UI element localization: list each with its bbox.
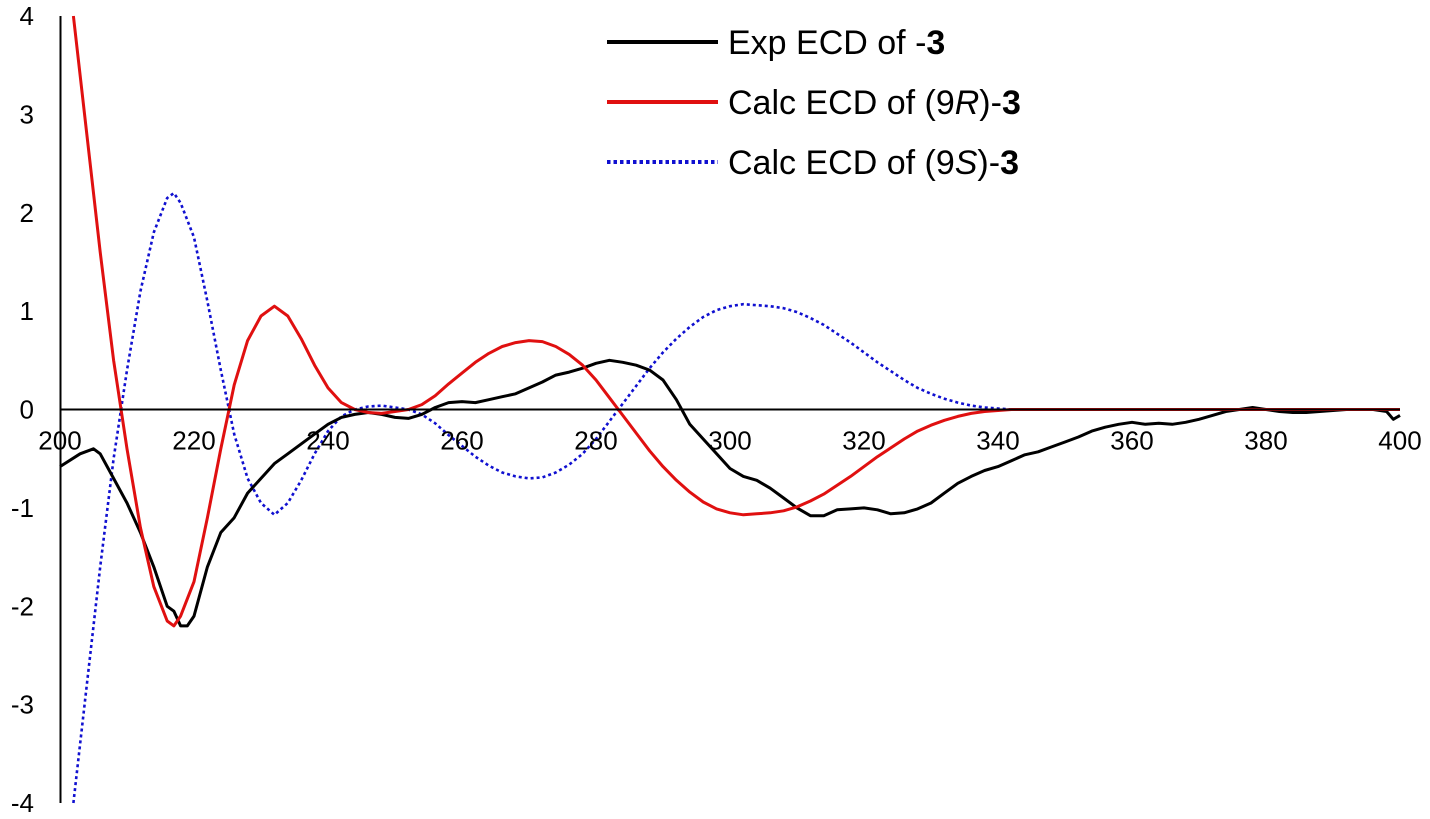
legend-label: Calc ECD of (9R)-3 [728,84,1021,122]
x-tick-label: 280 [574,426,617,456]
x-tick-label: 380 [1244,426,1287,456]
legend: Exp ECD of -3 Calc ECD of (9R)-3 Calc ECD … [607,24,1021,182]
x-tick-label: 220 [172,426,215,456]
y-tick-label: 0 [20,395,34,425]
legend-label: Calc ECD of (9S)-3 [728,144,1019,182]
series-line-2 [72,191,1400,804]
x-tick-label: 300 [708,426,751,456]
y-tick-label: 2 [20,198,34,228]
x-tick-label: 360 [1110,426,1153,456]
legend-entry: Calc ECD of (9R)-3 [607,84,1021,122]
y-tick-label: 3 [20,99,34,129]
x-tick-label: 240 [306,426,349,456]
legend-entry: Exp ECD of -3 [607,24,945,62]
ticks-layer: 200 220 240 260 280 300 320 340 360 380 400-4-3-2-… [11,1,1422,818]
y-tick-label: -3 [11,690,34,720]
y-tick-label: 1 [20,296,34,326]
y-tick-label: 4 [20,1,34,31]
y-tick-label: -1 [11,493,34,523]
legend-label: Exp ECD of -3 [728,24,945,62]
x-tick-label: 340 [976,426,1019,456]
axes-layer [59,16,1400,803]
x-tick-label: 200 [38,426,81,456]
x-tick-label: 400 [1378,426,1421,456]
x-tick-label: 320 [842,426,885,456]
y-tick-label: -4 [11,788,34,818]
legend-entry: Calc ECD of (9S)-3 [607,144,1019,182]
series-line-0 [59,358,1401,628]
x-tick-label: 260 [440,426,483,456]
y-tick-label: -2 [11,591,34,621]
